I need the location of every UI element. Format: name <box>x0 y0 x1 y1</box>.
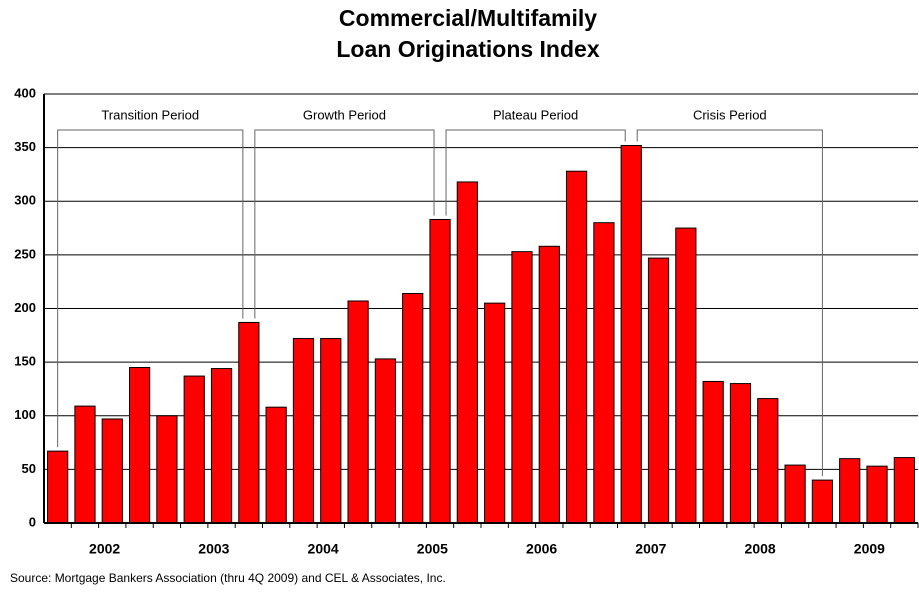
period-label: Crisis Period <box>693 107 767 122</box>
bar <box>374 358 397 524</box>
period-label-bg <box>80 106 221 128</box>
bar <box>292 338 315 524</box>
bar <box>238 321 260 524</box>
bar <box>647 257 670 524</box>
period-bracket <box>636 129 823 477</box>
y-tick-label: 200 <box>14 300 36 315</box>
y-tick-label: 250 <box>14 246 36 261</box>
bar <box>183 375 205 524</box>
x-tick-label: 2005 <box>417 541 448 557</box>
bar <box>893 457 915 524</box>
bar <box>484 302 506 524</box>
y-tick-label: 0 <box>29 514 36 529</box>
bar <box>839 458 861 524</box>
bar <box>210 368 233 524</box>
period-label-bg <box>274 106 415 128</box>
y-tick-label: 150 <box>14 354 36 369</box>
bar <box>757 398 779 524</box>
period-bracket <box>445 129 626 216</box>
y-tick-label: 350 <box>14 139 36 154</box>
x-tick-label: 2007 <box>635 541 666 557</box>
period-bracket <box>254 129 435 319</box>
bar <box>47 450 69 524</box>
bar <box>866 465 888 524</box>
y-tick-label: 400 <box>14 85 36 100</box>
y-tick-label: 300 <box>14 193 36 208</box>
x-tick-label: 2004 <box>308 541 339 557</box>
bar <box>402 292 424 524</box>
period-label-bg <box>659 106 800 128</box>
x-tick-label: 2002 <box>89 541 120 557</box>
bar <box>593 222 615 524</box>
period-label-bg <box>465 106 606 128</box>
bar <box>74 405 96 524</box>
source-note: Source: Mortgage Bankers Association (th… <box>10 571 446 585</box>
y-tick-label: 100 <box>14 407 36 422</box>
bar <box>565 170 588 524</box>
bar <box>320 338 342 524</box>
bar <box>811 479 834 524</box>
bar <box>128 366 151 524</box>
bar <box>729 383 752 524</box>
chart-subtitle: Loan Originations Index <box>336 36 599 62</box>
bar <box>456 181 478 524</box>
bar <box>265 406 287 524</box>
x-tick-label: 2009 <box>854 541 885 557</box>
bar <box>511 251 533 524</box>
x-tick-label: 2006 <box>526 541 557 557</box>
bar <box>347 300 369 524</box>
period-label: Plateau Period <box>493 107 578 122</box>
bar <box>620 144 642 524</box>
bar <box>101 418 123 524</box>
bar <box>429 218 451 524</box>
period-bracket <box>57 129 244 448</box>
period-label: Growth Period <box>303 107 386 122</box>
y-tick-label: 50 <box>22 461 36 476</box>
bar <box>784 464 806 524</box>
x-tick-label: 2003 <box>198 541 229 557</box>
bar <box>702 380 724 524</box>
bar <box>156 415 178 524</box>
x-tick-label: 2008 <box>745 541 776 557</box>
bar <box>538 245 560 524</box>
bar <box>675 227 697 524</box>
chart-title: Commercial/Multifamily <box>339 5 597 31</box>
period-label: Transition Period <box>101 107 199 122</box>
